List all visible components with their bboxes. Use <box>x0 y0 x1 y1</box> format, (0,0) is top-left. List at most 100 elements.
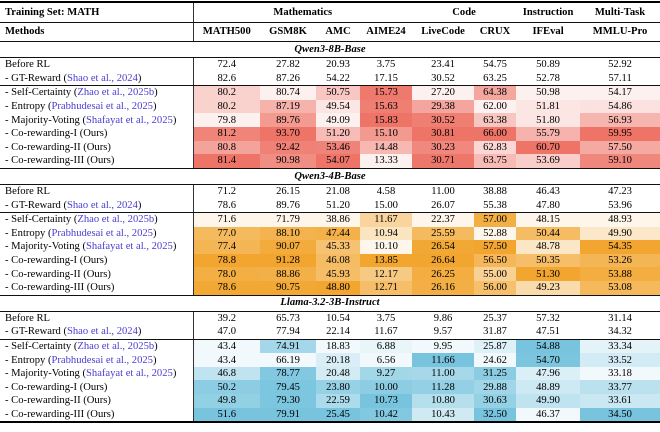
citation-link[interactable]: Zhao et al., 2025b <box>77 87 155 99</box>
cell-aime24: 15.73 <box>360 85 413 100</box>
cell-gsm8k: 90.07 <box>260 240 316 254</box>
cell-math500: 77.0 <box>193 226 260 241</box>
cell-ifeval: 51.80 <box>516 113 581 127</box>
cell-math500: 46.8 <box>193 366 260 381</box>
citation-link[interactable]: Shao et al., 2024 <box>66 72 138 84</box>
citation-link[interactable]: Shao et al., 2024 <box>66 326 138 338</box>
cell-math500: 79.8 <box>193 113 260 127</box>
cell-math500: 82.6 <box>193 71 260 87</box>
column-header-gsm8k: GSM8K <box>260 22 316 42</box>
cell-crux: 30.63 <box>474 394 517 408</box>
cell-ifeval: 46.37 <box>516 407 581 423</box>
cell-mmlu-pro: 47.23 <box>608 185 632 197</box>
cell-mmlu-pro: 54.17 <box>580 85 660 100</box>
cell-livecode: 26.64 <box>412 253 475 268</box>
citation-link[interactable]: Zhao et al., 2025b <box>77 340 155 352</box>
section-title-llama-3-2-3b-instruct: Llama-3.2-3B-Instruct <box>0 295 660 312</box>
citation-link[interactable]: Zhao et al., 2025b <box>77 214 155 226</box>
method-label-cell: - GT-Reward (Shao et al., 2024) <box>0 198 194 213</box>
cell-livecode: 11.28 <box>412 380 475 395</box>
citation-link[interactable]: Prabhudesai et al., 2025 <box>51 227 153 239</box>
table-row: Before RL 72.4 27.82 20.93 3.75 23.41 54.75 50.… <box>0 57 660 72</box>
table-body: Qwen3-8B-Base Before RL 72.4 27.82 20.93 3.75… <box>0 41 660 423</box>
cell-math500: 77.4 <box>193 240 260 254</box>
cell-crux: 52.88 <box>474 226 517 241</box>
cell-amc: 48.80 <box>316 280 360 296</box>
cell-ifeval: 47.96 <box>516 366 581 381</box>
table-row: - Co-rewarding-I (Ours) 50.2 79.45 23.80 10.… <box>0 380 660 395</box>
methods-header-label: Methods <box>0 22 194 42</box>
table-row: - Co-rewarding-I (Ours) 81.2 93.70 51.20 15.… <box>0 126 660 141</box>
cell-ifeval: 53.69 <box>516 154 581 169</box>
method-label-cell: - Majority-Voting (Shafayat et al., 2025… <box>0 366 194 381</box>
cell-amc: 45.33 <box>316 240 360 254</box>
cell-livecode: 26.07 <box>412 198 475 213</box>
cell-livecode: 10.43 <box>412 407 475 423</box>
citation-link[interactable]: Prabhudesai et al., 2025 <box>51 354 153 366</box>
cell-livecode: 9.95 <box>412 339 475 354</box>
section-title-qwen3-8b-base: Qwen3-8B-Base <box>0 41 660 58</box>
citation-link[interactable]: Shafayat et al., 2025 <box>86 368 173 380</box>
cell-crux: 38.88 <box>483 185 507 197</box>
method-label-cell: - Entropy (Prabhudesai et al., 2025) <box>0 226 194 241</box>
cell-math500: 43.4 <box>193 339 260 354</box>
cell-aime24: 10.94 <box>360 226 413 241</box>
cell-livecode: 11.66 <box>412 353 475 367</box>
table-row: - GT-Reward (Shao et al., 2024) 47.0 77.94… <box>0 325 660 340</box>
cell-livecode: 27.20 <box>412 85 475 100</box>
citation-link[interactable]: Prabhudesai et al., 2025 <box>51 101 153 113</box>
cell-aime24: 15.83 <box>360 113 413 127</box>
cell-math500: 78.8 <box>193 253 260 268</box>
cell-livecode: 10.80 <box>412 394 475 408</box>
cell-amc: 54.07 <box>316 154 360 169</box>
cell-crux: 25.87 <box>474 339 517 354</box>
cell-livecode: 30.71 <box>412 154 475 169</box>
cell-crux: 62.83 <box>474 140 517 155</box>
cell-ifeval: 50.98 <box>516 85 581 100</box>
cell-aime24: 15.10 <box>360 126 413 141</box>
cell-math500: 39.2 <box>217 312 237 324</box>
cell-ifeval: 49.90 <box>516 394 581 408</box>
table-row: - Co-rewarding-II (Ours) 78.0 88.86 45.93 12… <box>0 267 660 281</box>
method-label-cell: - Self-Certainty (Zhao et al., 2025b) <box>0 212 194 227</box>
cell-math500: 50.2 <box>193 380 260 395</box>
table-row: - Co-rewarding-III (Ours) 51.6 79.91 25.45 1… <box>0 407 660 423</box>
cell-amc: 51.20 <box>316 126 360 141</box>
cell-math500: 71.2 <box>217 185 237 197</box>
cell-math500: 80.8 <box>193 140 260 155</box>
method-label-cell: - Co-rewarding-II (Ours) <box>0 140 194 155</box>
cell-amc: 47.44 <box>316 226 360 241</box>
table-row: - Majority-Voting (Shafayat et al., 2025… <box>0 240 660 254</box>
cell-ifeval: 55.79 <box>516 126 581 141</box>
cell-aime24: 10.42 <box>360 407 413 423</box>
section-title-row: Qwen3-4B-Base <box>0 168 660 185</box>
cell-crux: 63.38 <box>474 113 517 127</box>
cell-crux: 55.38 <box>474 198 517 213</box>
table-row: - Majority-Voting (Shafayat et al., 2025… <box>0 113 660 127</box>
citation-link[interactable]: Shafayat et al., 2025 <box>86 114 173 126</box>
cell-mmlu-pro: 53.08 <box>580 280 660 296</box>
table-row: Before RL 39.2 65.73 10.54 3.75 9.86 25.37 57.3… <box>0 311 660 326</box>
method-label-cell: - Entropy (Prabhudesai et al., 2025) <box>0 353 194 367</box>
cell-mmlu-pro: 33.18 <box>580 366 660 381</box>
cell-ifeval: 50.35 <box>516 253 581 268</box>
cell-gsm8k: 65.73 <box>276 312 300 324</box>
table-row: - GT-Reward (Shao et al., 2024) 82.6 87.26… <box>0 71 660 87</box>
cell-aime24: 11.67 <box>360 212 413 227</box>
table-row: - Entropy (Prabhudesai et al., 2025) 77.0… <box>0 226 660 241</box>
cell-aime24: 12.71 <box>360 280 413 296</box>
table-row: - Entropy (Prabhudesai et al., 2025) 80.2… <box>0 99 660 114</box>
group-header-instruction: Instruction <box>516 2 581 23</box>
column-header-mmlu-pro: MMLU-Pro <box>580 22 660 42</box>
cell-amc: 21.08 <box>326 185 350 197</box>
cell-mmlu-pro: 59.95 <box>580 126 660 141</box>
cell-gsm8k: 88.86 <box>260 267 316 281</box>
table-row: - Co-rewarding-III (Ours) 81.4 90.98 54.07 1… <box>0 154 660 169</box>
cell-math500: 81.4 <box>193 154 260 169</box>
table-row: - Co-rewarding-III (Ours) 78.6 90.75 48.80 1… <box>0 280 660 296</box>
citation-link[interactable]: Shafayat et al., 2025 <box>86 241 173 253</box>
cell-amc: 20.93 <box>326 59 350 71</box>
citation-link[interactable]: Shao et al., 2024 <box>66 199 138 211</box>
cell-ifeval: 50.89 <box>536 59 560 71</box>
column-header-livecode: LiveCode <box>412 22 475 42</box>
